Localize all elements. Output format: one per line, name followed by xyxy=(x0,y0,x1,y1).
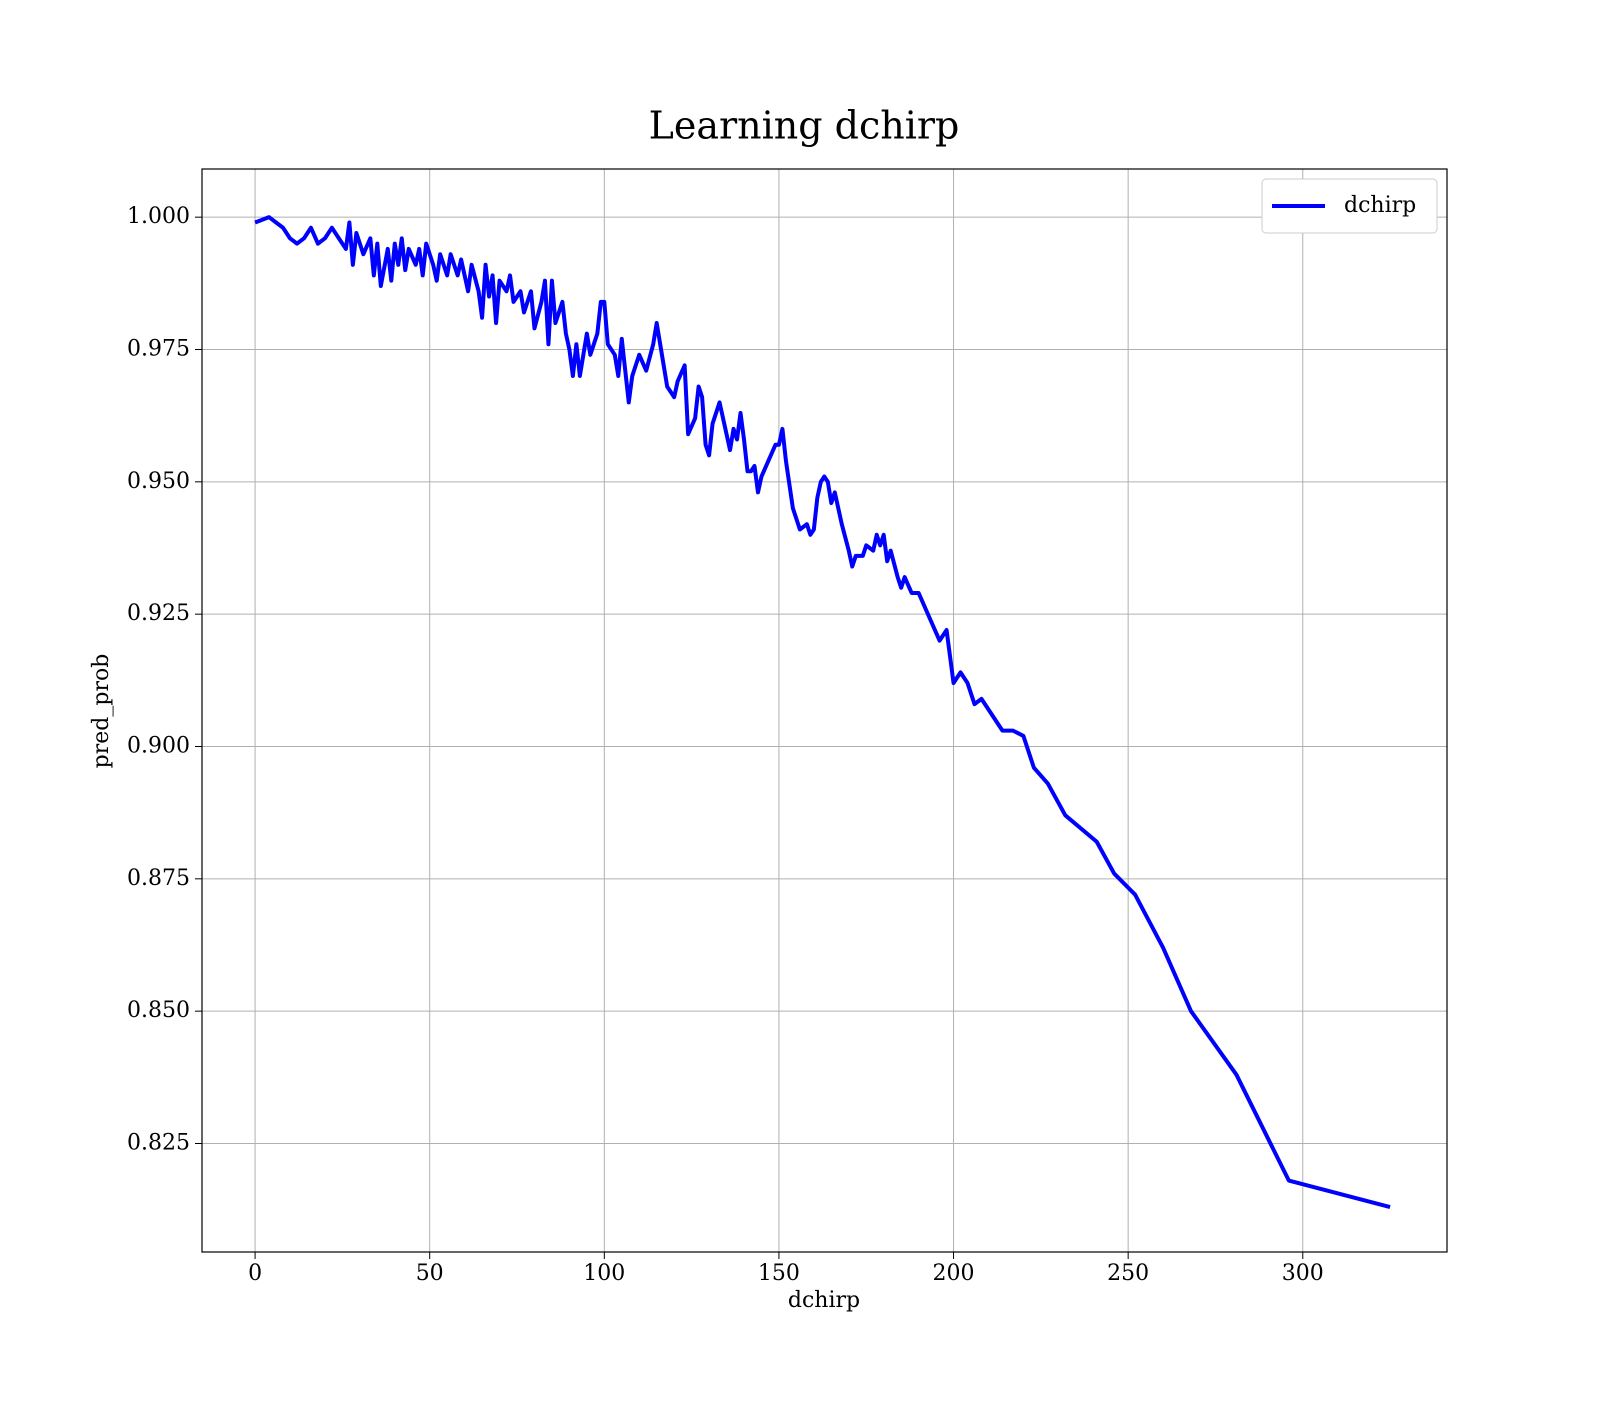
x-tick-label: 250 xyxy=(1107,1261,1149,1286)
y-tick-label: 0.950 xyxy=(127,469,190,494)
legend-box xyxy=(1261,178,1438,234)
y-tick-label: 0.825 xyxy=(127,1130,190,1155)
y-tick-label: 1.000 xyxy=(127,204,190,229)
data-line xyxy=(254,215,1391,1209)
x-tick-label: 300 xyxy=(1282,1261,1324,1286)
y-tick-label: 0.925 xyxy=(127,601,190,626)
y-axis-label: pred_prob xyxy=(89,654,114,769)
x-tick-label: 0 xyxy=(248,1261,262,1286)
x-axis-label: dchirp xyxy=(788,1288,860,1313)
x-tick-label: 150 xyxy=(758,1261,800,1286)
x-tick-label: 100 xyxy=(583,1261,625,1286)
y-tick-label: 0.975 xyxy=(127,337,190,362)
x-tick-label: 50 xyxy=(416,1261,444,1286)
legend-label: dchirp xyxy=(1344,193,1416,218)
x-tick-label: 200 xyxy=(933,1261,975,1286)
y-tick-label: 0.850 xyxy=(127,998,190,1023)
y-tick-label: 0.875 xyxy=(127,866,190,891)
chart-title: Learning dchirp xyxy=(649,104,960,148)
y-tick-label: 0.900 xyxy=(127,733,190,758)
plot-frame xyxy=(201,168,1448,1253)
